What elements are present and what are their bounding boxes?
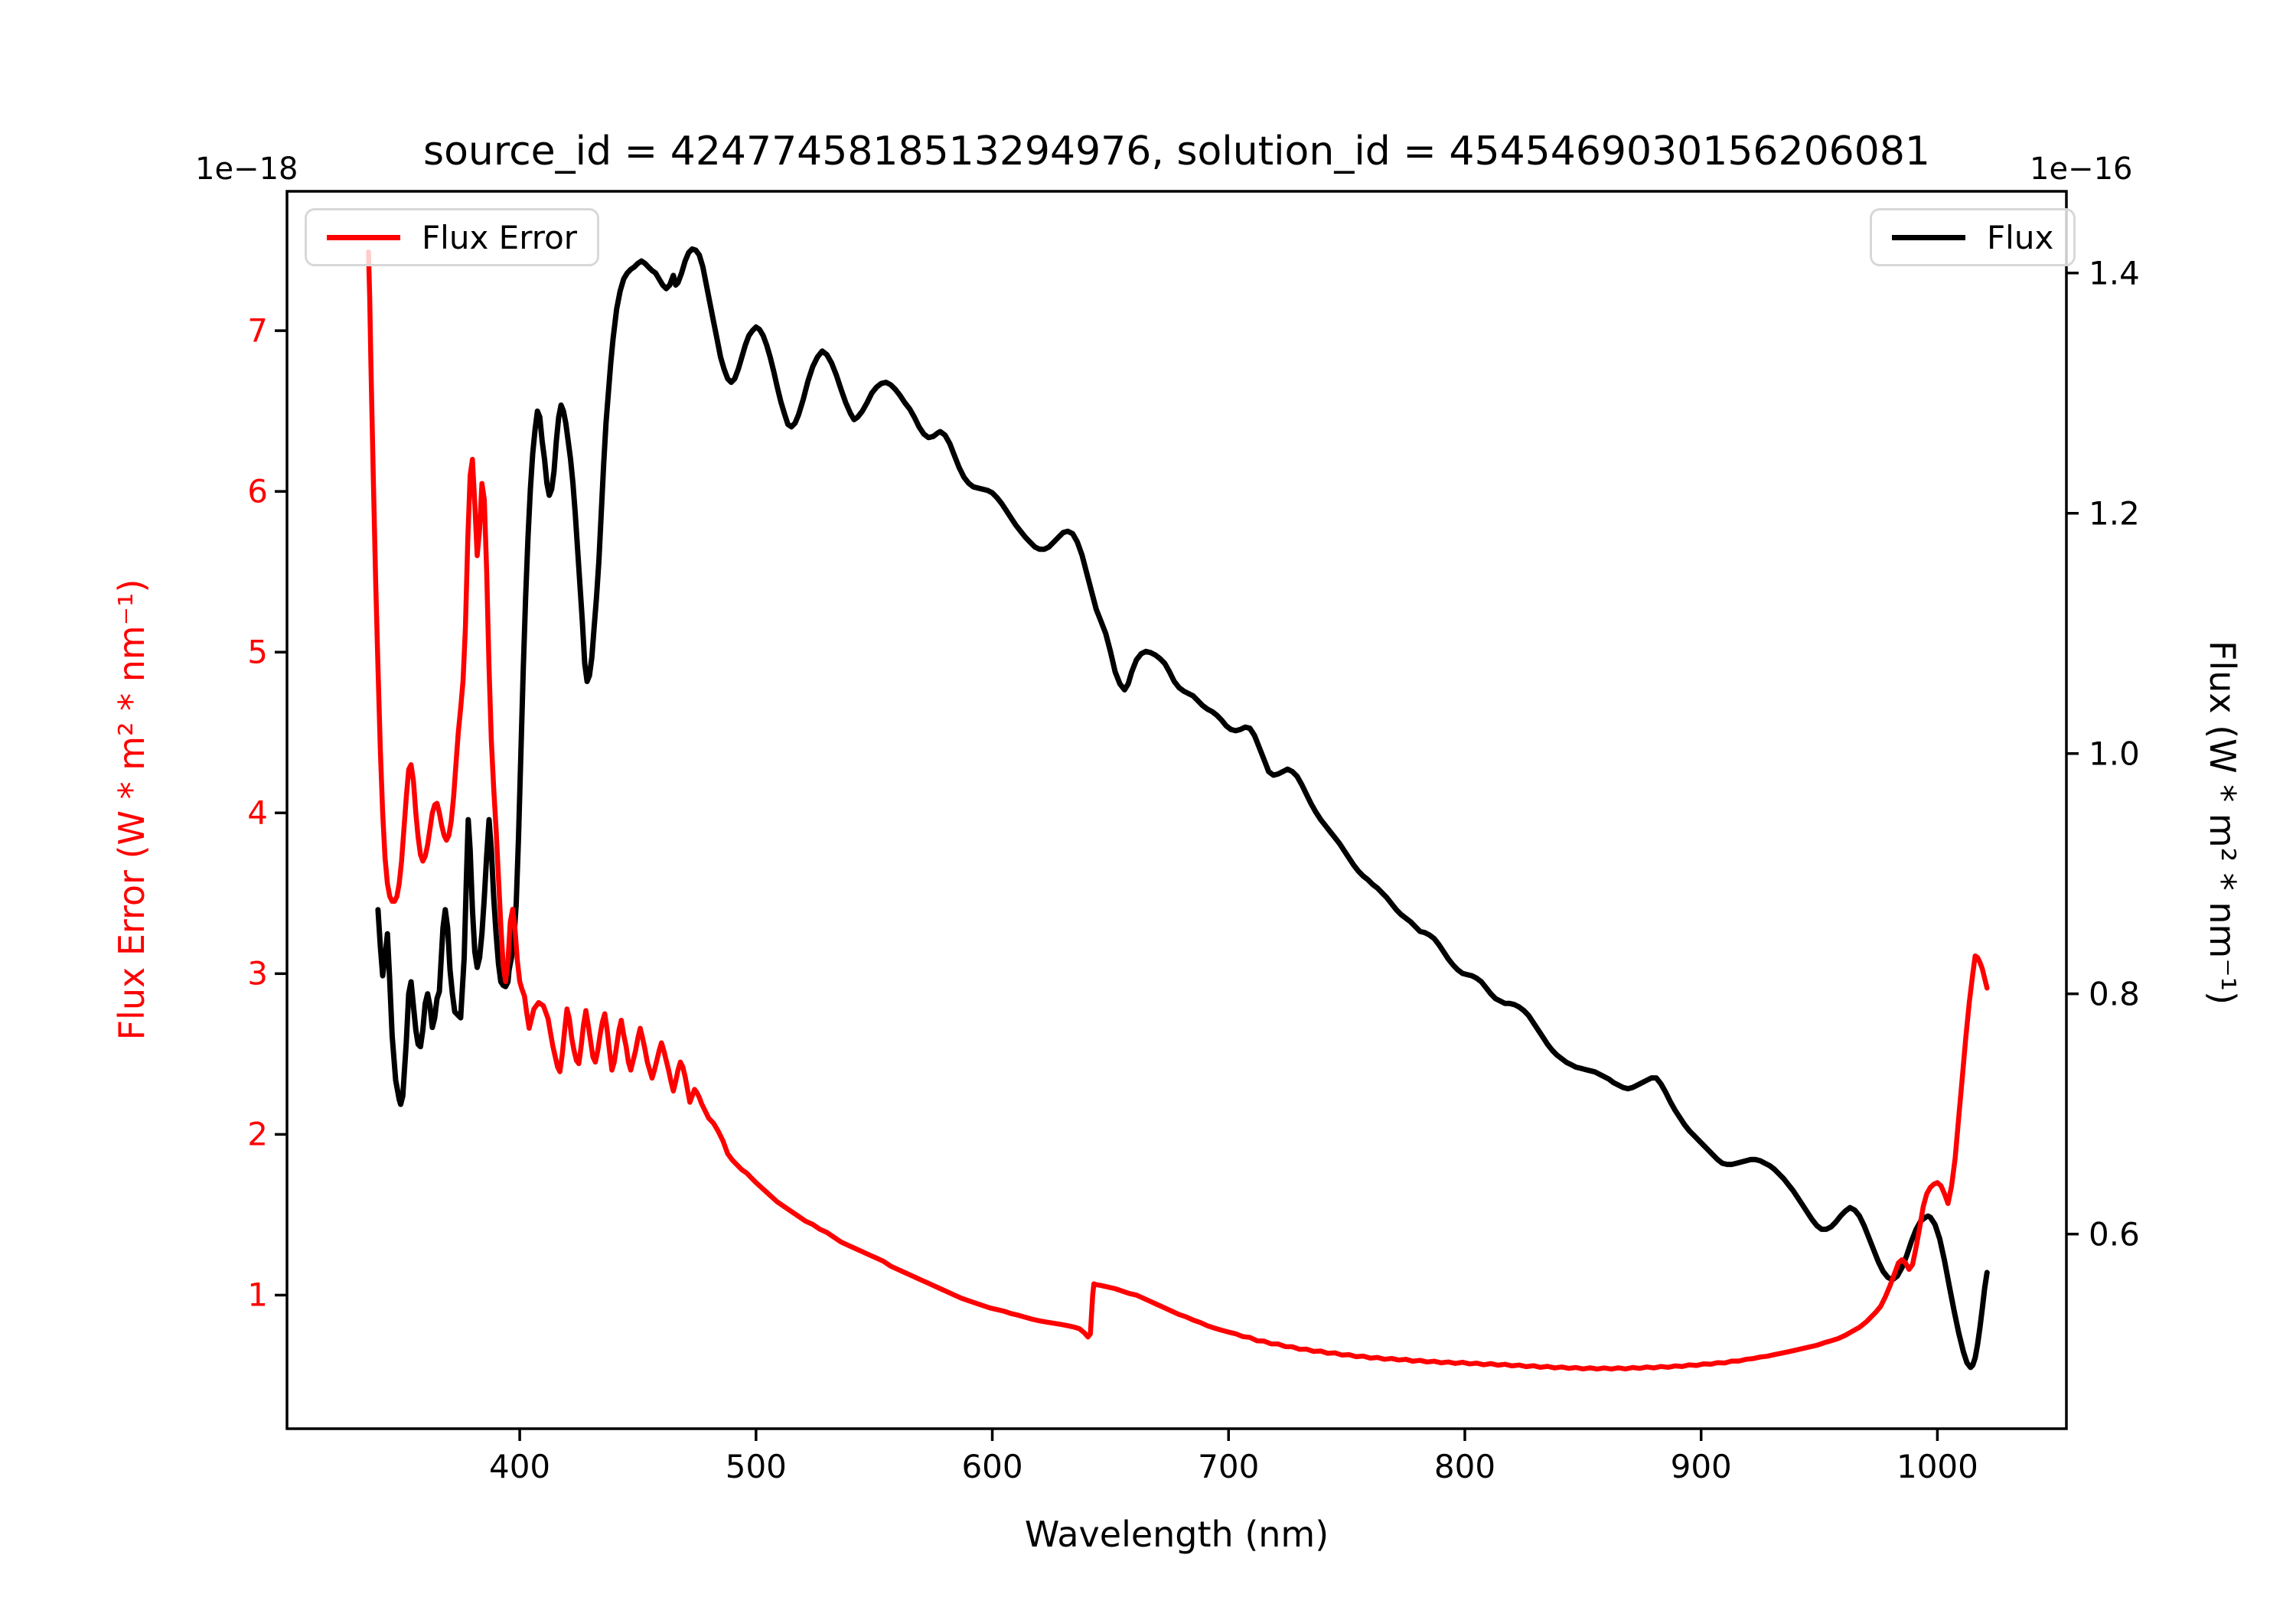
- x-tick-label: 400: [488, 1448, 551, 1485]
- right-y-tick-label: 0.6: [2089, 1215, 2140, 1253]
- series-flux: [375, 246, 1990, 1371]
- x-tick-label: 900: [1670, 1448, 1732, 1485]
- legend-flux-error: Flux Error: [305, 208, 600, 266]
- right-y-tick-label: 1.0: [2089, 735, 2140, 773]
- x-tick-label: 800: [1433, 1448, 1496, 1485]
- left-axis-offset-label: 1e−18: [195, 152, 298, 187]
- right-y-tick-label: 0.8: [2089, 975, 2140, 1013]
- legend-flux-error-label: Flux Error: [422, 218, 578, 256]
- flux-line-sample: [1892, 234, 1965, 240]
- right-y-tick-label: 1.4: [2089, 254, 2140, 292]
- x-tick-label: 700: [1198, 1448, 1260, 1485]
- legend-flux: Flux: [1870, 208, 2076, 266]
- x-tick-label: 1000: [1896, 1448, 1978, 1485]
- left-y-tick-label: 6: [247, 472, 268, 510]
- left-y-axis-label: Flux Error (W * m² * nm⁻¹): [111, 579, 152, 1041]
- right-y-axis-label: Flux (W * m² * nm⁻¹): [2202, 640, 2243, 1006]
- left-y-tick-label: 3: [247, 954, 268, 993]
- right-axis-offset-label: 1e−16: [2030, 152, 2133, 187]
- left-y-tick-label: 2: [247, 1115, 268, 1153]
- left-y-tick-label: 4: [247, 794, 268, 832]
- flux-error-line-sample: [327, 234, 400, 240]
- left-y-tick-label: 5: [247, 633, 268, 671]
- right-y-tick-label: 1.2: [2089, 494, 2140, 533]
- x-tick-label: 500: [725, 1448, 787, 1485]
- x-axis-label: Wavelength (nm): [1024, 1514, 1329, 1555]
- axes-frame: [285, 190, 2068, 1430]
- chart-title: source_id = 4247745818513294976, solutio…: [422, 129, 1931, 174]
- left-y-tick-label: 1: [247, 1276, 268, 1314]
- legend-flux-label: Flux: [1987, 218, 2054, 256]
- series-flux-error: [366, 249, 1990, 1372]
- left-y-tick-label: 7: [247, 311, 268, 350]
- x-tick-label: 600: [961, 1448, 1023, 1485]
